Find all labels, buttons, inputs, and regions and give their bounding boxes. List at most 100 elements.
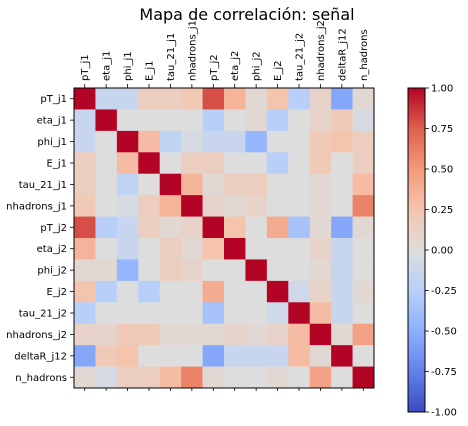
heatmap-cell (181, 216, 203, 239)
heatmap-cell (331, 280, 353, 303)
heatmap-cell (309, 366, 332, 389)
colorbar-tick-label: -0.25 (431, 286, 457, 297)
heatmap-cell (202, 259, 225, 282)
heatmap-cell (116, 259, 139, 282)
heatmap-cell (181, 259, 203, 282)
heatmap-cell (116, 366, 139, 389)
x-tick-label: eta_j2 (230, 51, 241, 81)
heatmap-cell (181, 173, 203, 196)
heatmap-cell (331, 88, 353, 110)
heatmap-cell (245, 323, 268, 346)
heatmap-cell (181, 302, 203, 325)
heatmap-cell (138, 366, 161, 389)
heatmap-cell (309, 152, 332, 175)
heatmap-cell (245, 302, 268, 325)
heatmap-cell (224, 130, 246, 153)
heatmap-cell (181, 130, 203, 153)
chart-title: Mapa de correlación: señal (139, 5, 354, 24)
heatmap-cell (116, 130, 139, 153)
heatmap-cell (331, 195, 353, 217)
x-tick-label: pT_j1 (80, 54, 91, 81)
heatmap-cell (74, 323, 96, 346)
heatmap-cell (266, 173, 289, 196)
heatmap-cell (266, 152, 289, 175)
heatmap-cell (159, 88, 182, 110)
heatmap-cell (74, 173, 96, 196)
heatmap-cell (245, 152, 268, 175)
heatmap-cell (309, 323, 332, 346)
heatmap-cell (159, 302, 182, 325)
heatmap-cell (116, 238, 139, 260)
y-tick-label: phi_j2 (37, 266, 67, 277)
heatmap-cell (352, 302, 375, 325)
heatmap-cell (331, 130, 353, 153)
heatmap-cell (138, 216, 161, 239)
heatmap-cell (352, 345, 375, 367)
heatmap-cell (74, 88, 96, 110)
heatmap-cell (74, 130, 96, 153)
heatmap-cell (74, 216, 96, 239)
x-tick-label: phi_j2 (252, 51, 263, 81)
heatmap-cell (352, 366, 375, 389)
heatmap-cell (95, 302, 118, 325)
heatmap-cell (288, 238, 311, 260)
heatmap-cell (74, 302, 96, 325)
heatmap-cell (202, 323, 225, 346)
colorbar-tick-label: 1.00 (431, 84, 453, 95)
colorbar-tick-label: 0.00 (431, 246, 453, 257)
x-tick-label: deltaR_j12 (337, 28, 348, 81)
y-tick-label: eta_j2 (37, 244, 67, 255)
heatmap-cell (95, 366, 118, 389)
y-tick-label: deltaR_j12 (14, 351, 67, 362)
heatmap-cell (159, 345, 182, 367)
heatmap-cell (245, 280, 268, 303)
heatmap-cell (331, 323, 353, 346)
heatmap-cell (138, 109, 161, 132)
y-tick-label: pT_j2 (40, 223, 67, 234)
heatmap-cell (95, 195, 118, 217)
heatmap-cell (352, 109, 375, 132)
heatmap-cell (352, 238, 375, 260)
heatmap-cell (181, 366, 203, 389)
heatmap-cell (245, 195, 268, 217)
heatmap-cell (288, 152, 311, 175)
heatmap-cell (288, 366, 311, 389)
heatmap-cell (266, 216, 289, 239)
heatmap-cell (116, 345, 139, 367)
heatmap-cell (309, 238, 332, 260)
heatmap-cell (116, 88, 139, 110)
heatmap-cell (116, 109, 139, 132)
heatmap-cell (288, 280, 311, 303)
heatmap-cell (224, 302, 246, 325)
heatmap-cell (352, 280, 375, 303)
heatmap-cell (352, 259, 375, 282)
heatmap-cell (181, 88, 203, 110)
colorbar (407, 87, 426, 413)
heatmap-cell (331, 173, 353, 196)
heatmap-cell (95, 238, 118, 260)
heatmap-cell (288, 195, 311, 217)
heatmap-cell (245, 173, 268, 196)
heatmap-cell (331, 152, 353, 175)
x-tick-label: E_j2 (273, 61, 284, 81)
heatmap-cell (352, 88, 375, 110)
heatmap-cell (181, 323, 203, 346)
heatmap-cell (202, 130, 225, 153)
heatmap-cell (95, 259, 118, 282)
heatmap-cell (159, 238, 182, 260)
heatmap-cell (138, 302, 161, 325)
heatmap-cell (352, 195, 375, 217)
heatmap-cell (224, 280, 246, 303)
x-tick-label: eta_j1 (102, 51, 113, 81)
heatmap-cell (138, 173, 161, 196)
x-axis-ticks: pT_j1 eta_j1 phi_j1 E_j1 tau_21_j1 nhadrons_j… (80, 20, 370, 391)
heatmap-cell (159, 173, 182, 196)
heatmap-cell (159, 130, 182, 153)
heatmap-cell (116, 152, 139, 175)
heatmap-cell (202, 238, 225, 260)
heatmap-cell (74, 259, 96, 282)
heatmap-cell (202, 152, 225, 175)
colorbar-tick-label: 0.25 (431, 205, 453, 216)
heatmap-cell (138, 88, 161, 110)
x-tick-label: tau_21_j1 (166, 33, 177, 81)
